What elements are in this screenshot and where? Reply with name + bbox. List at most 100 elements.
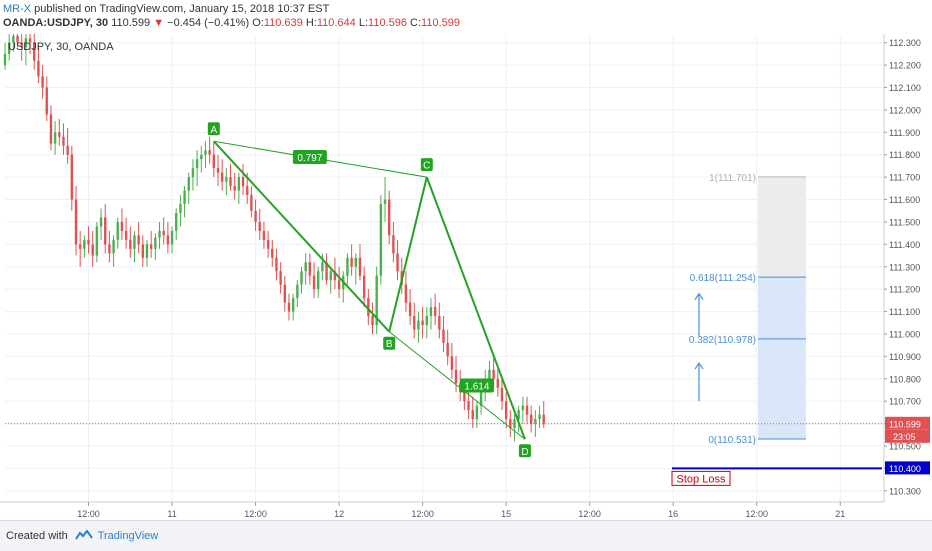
candle-body [408,302,412,317]
candle-body [442,329,445,343]
candle-body [187,177,190,191]
candle-bearish [271,239,274,267]
candle-body [175,212,178,231]
candle-bullish [354,253,357,285]
candle-bearish [358,244,362,281]
candle-body [183,190,186,205]
candle-body [204,150,207,155]
price-tick-label: 110.900 [889,352,921,362]
candle-bullish [145,239,149,267]
candle-body [475,405,479,420]
candle-bearish [262,221,266,249]
candle-body [450,356,454,370]
candle-bullish [158,221,161,249]
publish-text: published on TradingView.com, January 15… [31,3,330,15]
countdown-tag-label: 23:05 [893,432,916,442]
price-tick-label: 111.400 [889,240,920,250]
candle-body [62,136,65,146]
candle-body [112,239,115,254]
candle-body [41,76,44,88]
candle-bullish [99,208,103,240]
candle-body [237,177,241,191]
candle-bearish [45,76,48,122]
price-tick-label: 110.300 [889,486,921,496]
candle-body [300,271,303,285]
candle-body [463,392,466,402]
symbol-info: OANDA:USDJPY, 30 110.599 ▼ −0.454 (−0.41… [3,17,460,29]
candle-body [129,239,132,249]
time-tick-label: 11 [167,509,176,519]
candle-bearish [413,302,416,339]
candle-body [3,53,7,66]
brand-link[interactable]: TradingView [97,530,159,542]
candle-body [145,244,149,258]
candle-body [33,42,36,61]
price-tick-label: 111.000 [889,329,920,339]
candle-body [317,271,320,290]
candle-body [538,414,541,420]
candle-bullish [417,311,420,343]
candle-bullish [204,141,207,169]
price-tick-label: 110.500 [889,441,921,451]
candle-bullish [179,195,182,227]
candle-bullish [53,121,57,155]
candle-body [304,262,307,272]
candle-body [509,419,512,429]
candle-bullish [170,226,174,254]
candle-body [513,419,516,429]
candle-bearish [266,230,270,258]
candle-body [262,230,266,240]
candle-body [162,230,165,236]
author-link[interactable]: MR-X [3,3,32,15]
candle-bearish [471,396,474,429]
chart-area[interactable]: 1(111.701) 0.618(111.254) 0.382(110.978) 0(… [0,20,932,520]
candle-bearish [229,163,232,191]
candle-body [16,36,19,43]
candle-body [20,42,23,48]
candle-body [241,177,245,187]
candle-body [413,316,416,330]
candle-bullish [95,221,99,263]
candles [3,20,545,442]
candle-body [525,405,529,415]
candle-body [388,199,391,236]
candle-bullish [534,410,537,438]
projection-arrow-head [694,292,704,300]
candle-body [517,410,520,420]
close-label: C: [410,17,422,29]
candle-bullish [187,172,190,205]
stop-loss-tag-label: 110.400 [889,464,921,474]
pattern-point-marker [518,444,531,458]
candle-bullish [538,405,541,429]
candle-bearish [41,65,44,99]
candle-body [454,369,458,384]
candle-body [479,387,483,406]
candle-body [87,239,90,245]
candle-bearish [542,401,545,429]
candle-bullish [7,31,11,61]
candle-bullish [116,217,119,249]
candle-body [379,204,383,276]
last-price-tag-label: 110.599 [889,419,921,429]
candle-body [358,257,362,276]
candle-bearish [421,307,424,339]
stop-loss-box [671,470,731,486]
candle-body [530,414,533,424]
candle-body [337,280,341,290]
candle-bullish [175,208,178,240]
candle-bearish [500,378,504,411]
candle-bearish [212,141,216,178]
candle-bearish [137,221,140,254]
candle-bearish [530,405,533,433]
close-value: 110.599 [421,17,460,29]
plot-background [5,36,882,502]
candle-body [45,87,48,115]
time-tick-label: 16 [668,509,678,519]
price-chart[interactable]: 1(111.701) 0.618(111.254) 0.382(110.978) 0(… [0,20,932,520]
candle-body [321,262,324,272]
candle-bearish [337,266,341,299]
candle-bullish [317,266,320,299]
candle-body [66,145,69,155]
candle-body [504,401,508,420]
candle-body [425,316,428,326]
